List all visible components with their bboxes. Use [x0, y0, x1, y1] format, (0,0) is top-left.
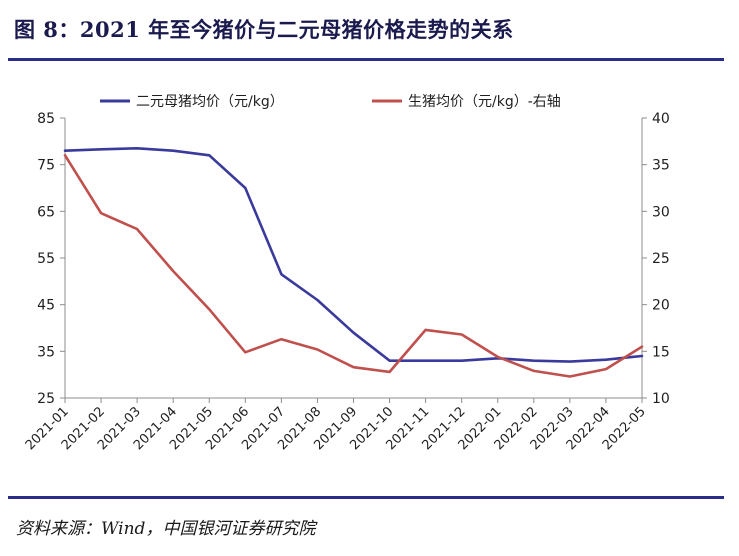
chart-legend: 二元母猪均价（元/kg） 生猪均价（元/kg）-右轴	[100, 94, 561, 110]
legend-label-2: 生猪均价（元/kg）-右轴	[408, 94, 561, 110]
left-tick-label: 35	[37, 344, 55, 360]
right-tick-label: 35	[652, 158, 670, 174]
left-tick-label: 55	[37, 251, 55, 267]
left-tick-label: 45	[37, 298, 55, 314]
series-line-1	[63, 147, 644, 363]
chart-lines	[63, 147, 644, 378]
left-tick-label: 65	[37, 204, 55, 220]
right-tick-label: 40	[652, 111, 670, 127]
figure-title: 图 8：2021 年至今猪价与二元母猪价格走势的关系	[14, 17, 514, 42]
legend-label-1: 二元母猪均价（元/kg）	[136, 94, 284, 110]
top-rule	[8, 58, 724, 61]
chart-axes: 85756555453525403530252015102021-012021-…	[23, 111, 670, 453]
source-note: 资料来源：Wind，中国银河证券研究院	[16, 519, 316, 539]
right-tick-label: 20	[652, 298, 670, 314]
left-tick-label: 25	[37, 391, 55, 407]
left-tick-label: 75	[37, 158, 55, 174]
right-tick-label: 25	[652, 251, 670, 267]
bottom-rule	[8, 496, 724, 499]
right-tick-label: 15	[652, 344, 670, 360]
right-tick-label: 30	[652, 204, 670, 220]
right-tick-label: 10	[652, 391, 670, 407]
series-line-2	[63, 154, 644, 378]
left-tick-label: 85	[37, 111, 55, 127]
